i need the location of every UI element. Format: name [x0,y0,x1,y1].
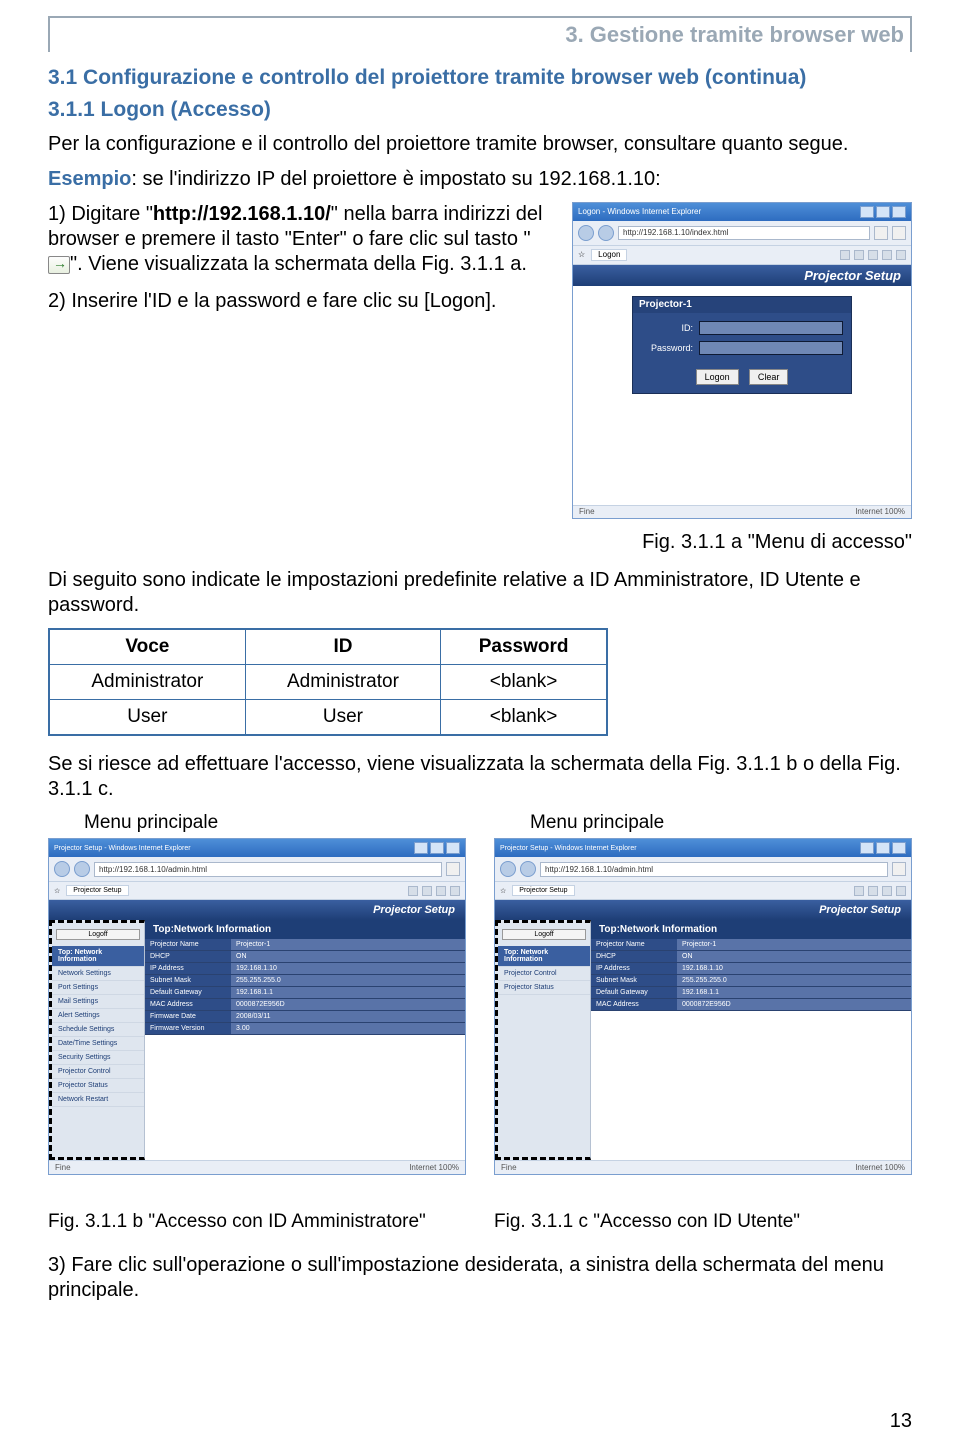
login-box-title: Projector-1 [633,297,851,313]
sidebar-item[interactable]: Projector Status [498,981,590,995]
fig-c-caption: Fig. 3.1.1 c "Accesso con ID Utente" [494,1211,912,1233]
subsection-title: 3.1.1 Logon (Accesso) [48,98,912,122]
logon-button[interactable]: Logon [696,369,739,385]
browser-statusbar: Fine Internet 100% [573,505,911,518]
table-header: ID [245,629,441,665]
example-line: Esempio: se l'indirizzo IP del proiettor… [48,167,912,192]
window-title: Logon - Windows Internet Explorer [578,208,701,216]
sidebar-item[interactable]: Network Settings [52,967,144,981]
address-bar: http://192.168.1.10/index.html [618,226,870,240]
table-row: Administrator Administrator <blank> [49,665,607,700]
credentials-table: Voce ID Password Administrator Administr… [48,628,608,736]
clear-button[interactable]: Clear [749,369,789,385]
browser-tab: Logon [591,249,627,261]
browser-tabs: ☆ Logon [573,246,911,265]
admin-screenshot: Projector Setup - Windows Internet Explo… [48,838,466,1175]
panel-title: Top:Network Information [591,920,911,939]
password-label: Password: [641,344,693,353]
sidebar-item[interactable]: Port Settings [52,981,144,995]
id-input[interactable] [699,321,843,335]
page-number: 13 [890,1410,912,1433]
sidebar-item[interactable]: Projector Control [52,1065,144,1079]
after-login-text: Se si riesce ad effettuare l'accesso, vi… [48,752,912,802]
id-label: ID: [641,324,693,333]
logoff-button[interactable]: Logoff [56,929,140,940]
sidebar-item[interactable]: Alert Settings [52,1009,144,1023]
section-title: 3.1 Configurazione e controllo del proie… [48,66,912,90]
sidebar-item[interactable]: Date/Time Settings [52,1037,144,1051]
panel-title: Top:Network Information [145,920,465,939]
chapter-header: 3. Gestione tramite browser web [48,16,912,52]
table-row: User User <blank> [49,700,607,736]
step-3: 3) Fare clic sull'operazione o sull'impo… [48,1253,912,1303]
sidebar-item[interactable]: Projector Status [52,1079,144,1093]
intro-text: Per la configurazione e il controllo del… [48,132,912,157]
go-arrow-icon [48,256,70,274]
step-2: 2) Inserire l'ID e la password e fare cl… [48,289,552,314]
menu-label-admin: Menu principale [84,812,466,834]
logoff-button[interactable]: Logoff [502,929,586,940]
example-text: : se l'indirizzo IP del proiettore è imp… [131,168,660,190]
forward-icon [598,225,614,241]
login-screenshot: Logon - Windows Internet Explorer http:/… [572,202,912,519]
sidebar-item[interactable]: Projector Control [498,967,590,981]
password-input[interactable] [699,341,843,355]
sidebar-item[interactable]: Security Settings [52,1051,144,1065]
sidebar-group: Top: Network Information [52,946,144,967]
toolbar-icons [840,250,906,260]
stop-icon [892,226,906,240]
step-1: 1) Digitare "http://192.168.1.10/" nella… [48,202,552,277]
table-header: Voce [49,629,245,665]
back-icon [578,225,594,241]
admin-sidebar-highlight: Logoff Top: Network Information Network … [49,920,145,1160]
fig-a-caption: Fig. 3.1.1 a "Menu di accesso" [48,531,912,554]
browser-toolbar: http://192.168.1.10/index.html [573,221,911,246]
projector-setup-banner: Projector Setup [573,265,911,286]
user-screenshot: Projector Setup - Windows Internet Explo… [494,838,912,1175]
user-sidebar-highlight: Logoff Top: Network Information Projecto… [495,920,591,1160]
sidebar-item[interactable]: Mail Settings [52,995,144,1009]
sidebar-group: Top: Network Information [498,946,590,967]
window-titlebar: Logon - Windows Internet Explorer [573,203,911,221]
favorites-icon: ☆ [578,251,585,259]
window-buttons [860,206,906,218]
menu-label-user: Menu principale [530,812,912,834]
table-header: Password [441,629,607,665]
login-box: Projector-1 ID: Password: Logon C [632,296,852,394]
fig-b-caption: Fig. 3.1.1 b "Accesso con ID Amministrat… [48,1211,466,1233]
defaults-text: Di seguito sono indicate le impostazioni… [48,568,912,618]
sidebar-item[interactable]: Schedule Settings [52,1023,144,1037]
sidebar-item[interactable]: Network Restart [52,1093,144,1107]
example-label: Esempio [48,168,131,190]
refresh-icon [874,226,888,240]
